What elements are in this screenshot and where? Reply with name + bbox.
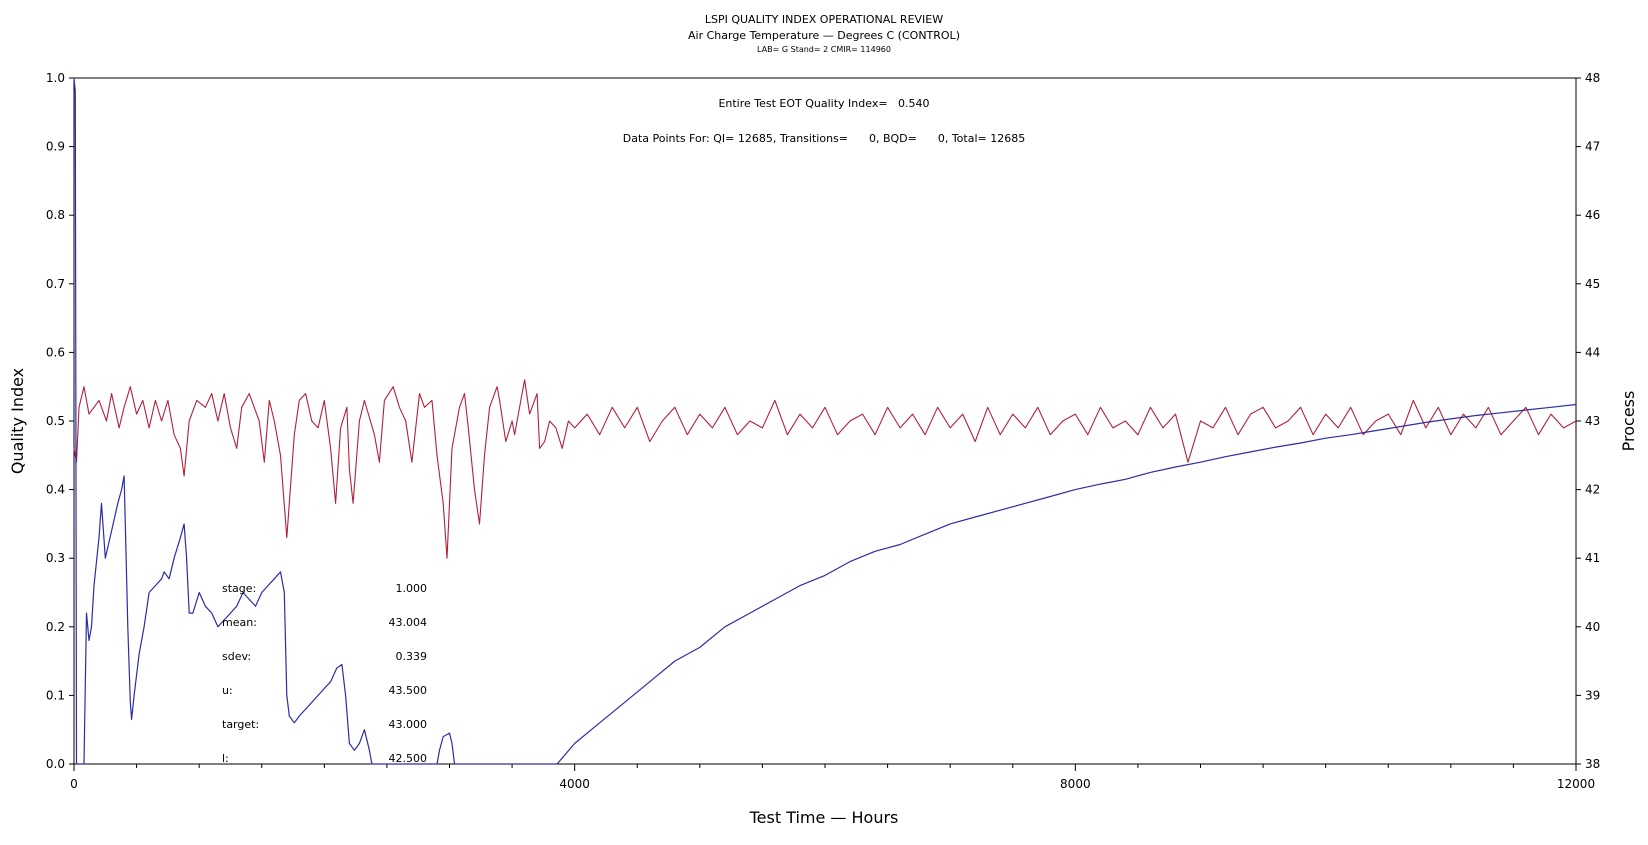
series-layer xyxy=(73,77,1577,765)
stat-label: target: xyxy=(222,718,259,731)
y2-tick-label: 43 xyxy=(1585,414,1600,428)
y2-tick-label: 38 xyxy=(1585,757,1600,771)
plot-frame xyxy=(73,77,1577,765)
y2-tick-label: 48 xyxy=(1585,71,1600,85)
y2-tick-label: 45 xyxy=(1585,277,1600,291)
y-tick-label: 0.1 xyxy=(46,688,65,702)
chart-title: LSPI QUALITY INDEX OPERATIONAL REVIEW xyxy=(705,13,943,26)
x-tick-label: 12000 xyxy=(1557,777,1595,791)
x-tick-label: 8000 xyxy=(1060,777,1091,791)
stat-label: mean: xyxy=(222,616,257,629)
right-axis-ticks: 38 39 40 41 42 43 44 45 46 47 48 xyxy=(1576,71,1600,771)
y2-tick-label: 47 xyxy=(1585,140,1600,154)
stat-value: 42.500 xyxy=(389,752,428,765)
y-axis-label: Quality Index xyxy=(8,368,27,474)
x-tick-label: 4000 xyxy=(559,777,590,791)
y-tick-label: 0.6 xyxy=(46,345,65,359)
stat-value: 43.000 xyxy=(389,718,428,731)
y2-tick-label: 42 xyxy=(1585,483,1600,497)
y-tick-label: 0.0 xyxy=(46,757,65,771)
y2-tick-label: 39 xyxy=(1585,688,1600,702)
stats-block: stage: 1.000 mean: 43.004 sdev: 0.339 u: 43.500… xyxy=(222,582,427,765)
quality-index-series-line xyxy=(73,77,1577,765)
stat-label: l: xyxy=(222,752,229,765)
stat-value: 43.500 xyxy=(389,684,428,697)
y-tick-label: 0.2 xyxy=(46,620,65,634)
stat-label: sdev: xyxy=(222,650,251,663)
y-tick-label: 0.4 xyxy=(46,483,65,497)
chart-subtitle: Air Charge Temperature — Degrees C (CONT… xyxy=(688,29,960,42)
chart-subtitle-lab: LAB= G Stand= 2 CMIR= 114960 xyxy=(757,45,891,54)
stat-label: stage: xyxy=(222,582,256,595)
y-tick-label: 0.7 xyxy=(46,277,65,291)
y2-tick-label: 46 xyxy=(1585,208,1600,222)
stat-value: 1.000 xyxy=(396,582,428,595)
stat-value: 43.004 xyxy=(389,616,428,629)
process-series-line xyxy=(73,379,1577,559)
y-tick-label: 0.9 xyxy=(46,140,65,154)
y2-tick-label: 40 xyxy=(1585,620,1600,634)
x-axis-ticks: 0 4000 8000 12000 xyxy=(70,764,1595,791)
y-tick-label: 1.0 xyxy=(46,71,65,85)
y-tick-label: 0.8 xyxy=(46,208,65,222)
y-tick-label: 0.5 xyxy=(46,414,65,428)
x-axis-label: Test Time — Hours xyxy=(749,808,899,827)
left-axis-ticks: 0.0 0.1 0.2 0.3 0.4 0.5 0.6 0.7 0.8 0.9 1.0 xyxy=(46,71,74,771)
y2-axis-label: Process xyxy=(1619,391,1638,452)
x-tick-label: 0 xyxy=(70,777,78,791)
quality-index-annotation: Entire Test EOT Quality Index= 0.540 xyxy=(718,97,929,110)
stat-value: 0.339 xyxy=(396,650,428,663)
data-points-annotation: Data Points For: QI= 12685, Transitions=… xyxy=(623,132,1025,145)
y2-tick-label: 44 xyxy=(1585,345,1600,359)
y2-tick-label: 41 xyxy=(1585,551,1600,565)
stat-label: u: xyxy=(222,684,233,697)
y-tick-label: 0.3 xyxy=(46,551,65,565)
